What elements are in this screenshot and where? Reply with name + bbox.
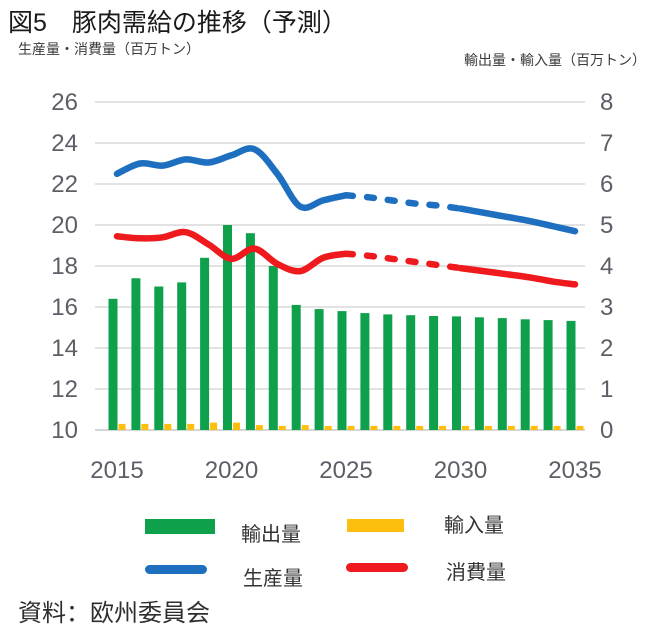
- svg-text:2020: 2020: [205, 457, 258, 484]
- svg-text:24: 24: [51, 130, 78, 157]
- svg-text:3: 3: [600, 294, 613, 321]
- svg-text:7: 7: [600, 130, 613, 157]
- svg-text:14: 14: [51, 335, 78, 362]
- legend-label-consumption: 消費量: [446, 562, 506, 584]
- svg-text:16: 16: [51, 294, 78, 321]
- imports-bars: [118, 422, 584, 430]
- legend-label-production: 生産量: [243, 568, 303, 590]
- svg-text:4: 4: [600, 253, 613, 280]
- svg-text:26: 26: [51, 89, 78, 116]
- svg-text:20: 20: [51, 212, 78, 239]
- svg-text:8: 8: [600, 89, 613, 116]
- legend-label-exports: 輸出量: [241, 524, 301, 546]
- svg-text:22: 22: [51, 171, 78, 198]
- svg-text:1: 1: [600, 376, 613, 403]
- consumption-line: [113, 228, 579, 288]
- right-axis-title: 輸出量・輸入量（百万トン）: [464, 52, 646, 68]
- exports-bars: [108, 225, 576, 431]
- svg-text:18: 18: [51, 253, 78, 280]
- figure-title: 図5 豚肉需給の推移（予測）: [8, 9, 347, 37]
- svg-text:5: 5: [600, 212, 613, 239]
- legend-swatch-consumption: [346, 563, 408, 572]
- svg-text:2025: 2025: [319, 457, 372, 484]
- svg-text:2: 2: [600, 335, 613, 362]
- left-axis-title: 生産量・消費量（百万トン）: [18, 41, 200, 57]
- svg-text:6: 6: [600, 171, 613, 198]
- svg-text:2035: 2035: [548, 457, 601, 484]
- svg-text:12: 12: [51, 376, 78, 403]
- source-note: 資料：欧州委員会: [18, 600, 210, 627]
- svg-text:10: 10: [51, 417, 78, 444]
- svg-text:2015: 2015: [90, 457, 143, 484]
- production-line: [113, 145, 579, 235]
- legend-swatch-production: [145, 565, 207, 574]
- legend-swatch-exports: [145, 519, 215, 534]
- svg-text:0: 0: [600, 417, 613, 444]
- svg-text:2030: 2030: [434, 457, 487, 484]
- legend-label-imports: 輸入量: [444, 515, 504, 537]
- legend-swatch-imports: [347, 519, 404, 532]
